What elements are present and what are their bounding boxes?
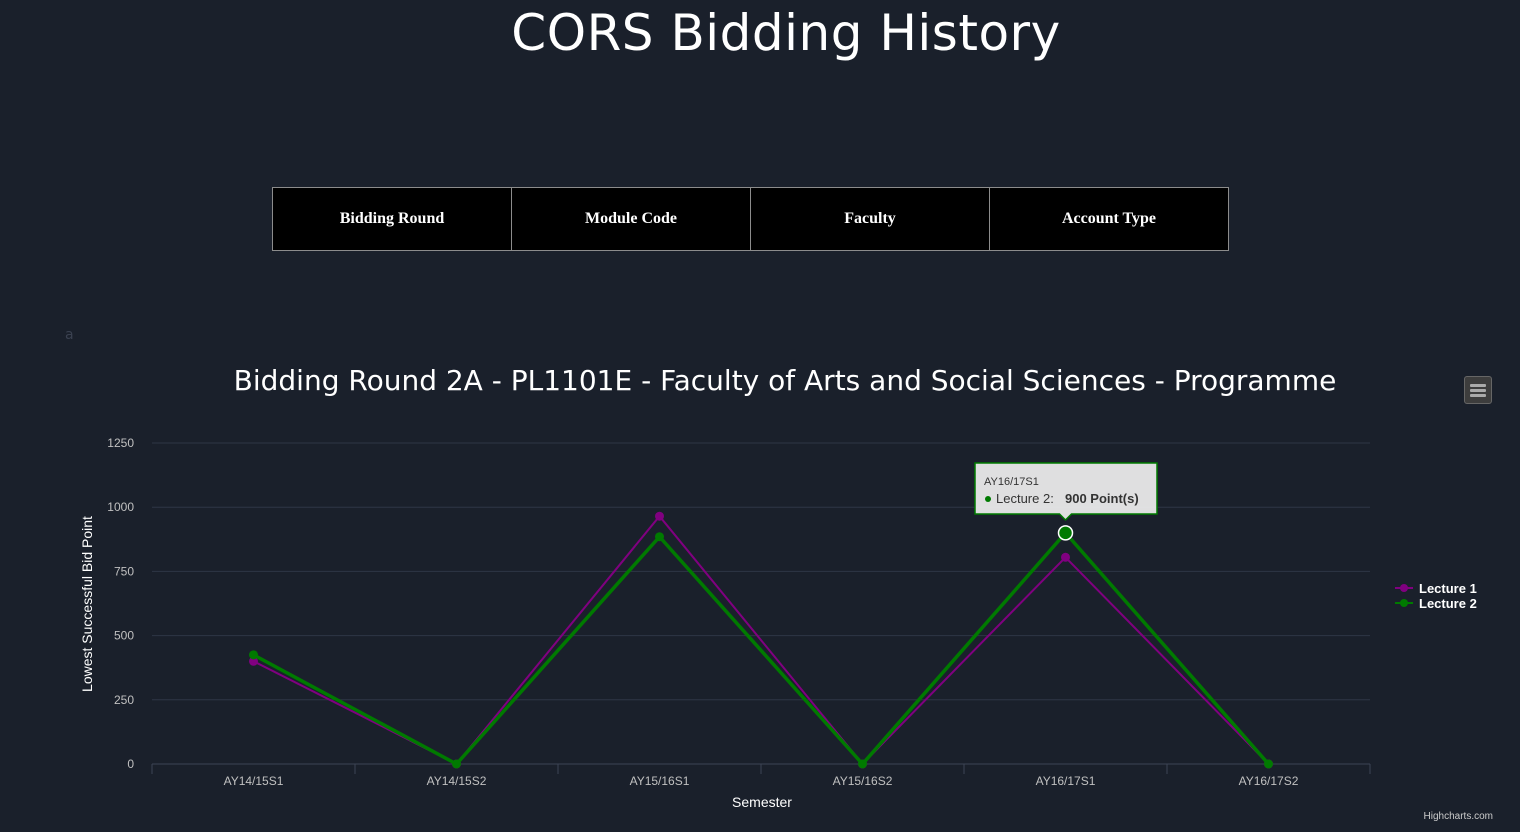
legend-label: Lecture 1 (1419, 581, 1477, 596)
data-point (1264, 759, 1273, 769)
stray-text: a (65, 327, 74, 343)
y-tick-label: 750 (114, 564, 134, 578)
filter-table: Bidding Round Module Code Faculty Accoun… (272, 187, 1229, 251)
x-tick-label: AY15/16S1 (630, 774, 690, 788)
x-tick-label: AY14/15S2 (427, 774, 487, 788)
axes: 0 250 500 750 1000 1250 AY14/15S1 AY14/15S2 AY15… (107, 436, 1371, 788)
legend-label: Lecture 2 (1419, 596, 1477, 611)
credits-link[interactable]: Highcharts.com (1423, 811, 1493, 822)
series (249, 511, 1273, 769)
legend-marker (1400, 584, 1408, 592)
page-title: CORS Bidding History (511, 4, 1061, 62)
series-line-1 (253, 515, 1270, 765)
y-tick-label: 1000 (107, 500, 134, 514)
bidding-round-header[interactable]: Bidding Round (272, 187, 512, 251)
tooltip: AY16/17S1 Lecture 2: 900 Point(s) (974, 462, 1158, 522)
x-tick-label: AY16/17S1 (1036, 774, 1096, 788)
y-axis-title: Lowest Successful Bid Point (79, 516, 95, 692)
y-tick-label: 250 (114, 693, 134, 707)
tooltip-series-marker (985, 496, 991, 502)
menu-bar-icon (1470, 389, 1486, 392)
x-tick-label: AY15/16S2 (833, 774, 893, 788)
module-code-header[interactable]: Module Code (511, 187, 751, 251)
x-axis-title: Semester (732, 794, 792, 810)
series-line-2 (252, 531, 1270, 766)
data-point (858, 759, 867, 769)
faculty-header[interactable]: Faculty (750, 187, 990, 251)
legend-marker (1400, 599, 1408, 607)
account-type-header[interactable]: Account Type (989, 187, 1229, 251)
x-tick-label: AY16/17S2 (1239, 774, 1299, 788)
chart-title: Bidding Round 2A - PL1101E - Faculty of … (233, 364, 1337, 397)
tooltip-value: 900 Point(s) (1065, 491, 1139, 506)
chart-menu-button[interactable] (1464, 376, 1492, 404)
menu-bar-icon (1470, 394, 1486, 397)
menu-bar-icon (1470, 384, 1486, 387)
data-point (1061, 552, 1070, 562)
y-tick-label: 1250 (107, 436, 134, 450)
hover-point (1057, 525, 1074, 541)
grid-lines (152, 442, 1370, 701)
data-point (452, 759, 461, 769)
y-tick-label: 500 (114, 629, 134, 643)
y-tick-label: 0 (127, 757, 134, 771)
data-point (655, 511, 664, 521)
tooltip-box (974, 462, 1158, 522)
tooltip-category: AY16/17S1 (984, 476, 1039, 488)
tooltip-series-label: Lecture 2: (996, 491, 1054, 506)
data-point (249, 656, 258, 666)
data-point (655, 532, 664, 542)
data-point (249, 650, 258, 660)
x-tick-label: AY14/15S1 (224, 774, 284, 788)
